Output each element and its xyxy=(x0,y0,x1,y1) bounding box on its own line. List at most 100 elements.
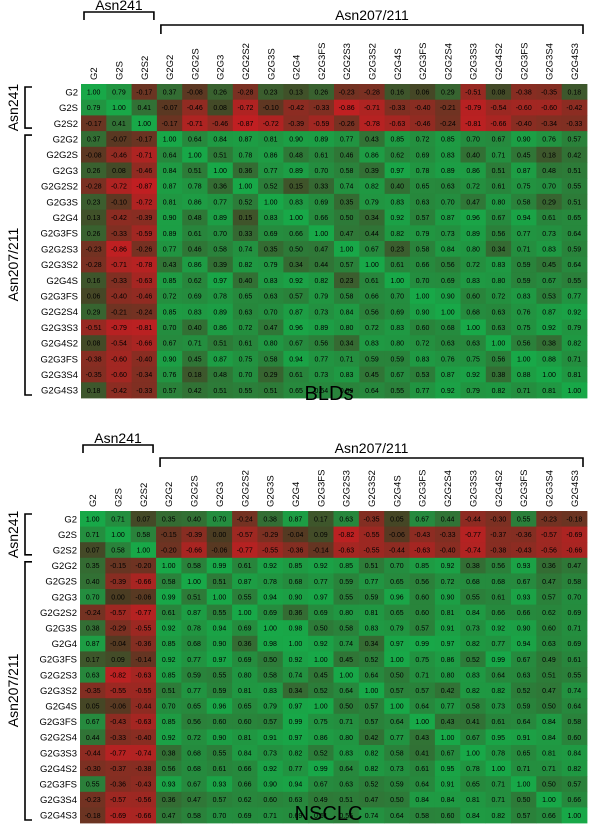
heatmap-cell xyxy=(232,366,259,383)
heatmap-cell xyxy=(308,573,334,590)
cell-value-label: 0.83 xyxy=(390,199,404,206)
heatmap-cell xyxy=(282,573,309,590)
cell-value-label: 0.42 xyxy=(441,688,455,695)
cell-value-label: 0.05 xyxy=(390,516,404,523)
cell-value-label: 0.93 xyxy=(162,782,176,789)
heatmap-cell xyxy=(536,335,563,352)
cell-value-label: 0.39 xyxy=(213,262,227,269)
heatmap-cell xyxy=(181,651,208,668)
cell-value-label: 1.00 xyxy=(162,563,176,570)
cell-value-label: 0.83 xyxy=(466,672,480,679)
cell-value-label: -0.63 xyxy=(414,548,430,555)
heatmap-cell xyxy=(384,542,410,559)
heatmap-cell xyxy=(182,99,208,116)
heatmap-cell xyxy=(384,760,410,777)
heatmap-cell xyxy=(409,745,436,761)
cell-value-label: 0.48 xyxy=(542,168,556,175)
cell-value-label: -0.23 xyxy=(86,246,102,253)
heatmap-cell xyxy=(105,635,132,652)
cell-value-label: 0.91 xyxy=(517,735,531,742)
cell-value-label: 0.70 xyxy=(213,813,227,820)
cell-value-label: 0.64 xyxy=(415,782,429,789)
heatmap-cell xyxy=(232,225,259,242)
cell-value-label: 0.89 xyxy=(315,137,329,144)
cell-value-label: 0.82 xyxy=(491,688,505,695)
cell-value-label: 0.68 xyxy=(187,750,201,757)
heatmap-cell xyxy=(283,241,310,258)
heatmap-cell xyxy=(561,115,588,132)
heatmap-cell xyxy=(232,241,259,258)
row-tick-label: G2G3S4 xyxy=(40,795,77,806)
cell-value-label: -0.55 xyxy=(135,688,151,695)
cell-value-label: 0.77 xyxy=(491,641,505,648)
cell-value-label: 0.60 xyxy=(542,626,556,633)
heatmap-cell xyxy=(333,635,360,652)
cell-value-label: -0.86 xyxy=(111,246,127,253)
heatmap-cell xyxy=(359,131,385,148)
heatmap-cell xyxy=(384,557,410,574)
heatmap-cell xyxy=(106,256,132,273)
cell-value-label: 0.95 xyxy=(491,735,505,742)
column-tick-label: G2S2 xyxy=(139,483,150,507)
cell-value-label: 0.42 xyxy=(365,735,379,742)
cell-value-label: 1.00 xyxy=(466,750,480,757)
cell-value-label: 0.35 xyxy=(162,516,176,523)
heatmap-cell xyxy=(105,511,132,527)
heatmap-cell xyxy=(333,511,360,527)
cell-value-label: 0.69 xyxy=(238,657,252,664)
cell-value-label: 0.99 xyxy=(289,719,303,726)
cell-value-label: 1.00 xyxy=(314,704,328,711)
heatmap-cell xyxy=(105,745,132,761)
heatmap-cell xyxy=(460,635,486,652)
heatmap-cell xyxy=(156,99,183,116)
cell-value-label: 1.00 xyxy=(238,610,252,617)
heatmap-cell xyxy=(485,542,512,559)
heatmap-cell xyxy=(232,272,259,289)
cell-value-label: 0.55 xyxy=(213,672,227,679)
cell-value-label: 0.65 xyxy=(390,610,404,617)
cell-value-label: 0.73 xyxy=(315,309,329,316)
row-group-bracket-asn207-211: Asn207/211 xyxy=(5,561,32,821)
cell-value-label: 0.52 xyxy=(365,782,379,789)
heatmap-cell xyxy=(156,335,183,352)
heatmap-cell xyxy=(384,319,411,336)
cell-value-label: 0.89 xyxy=(213,309,227,316)
cell-value-label: 0.15 xyxy=(289,184,303,191)
heatmap-cell xyxy=(282,807,309,824)
cell-value-label: 0.61 xyxy=(542,215,556,222)
row-tick-label: G2G2S xyxy=(45,577,77,588)
heatmap-cell xyxy=(510,651,537,668)
cell-value-label: 0.85 xyxy=(339,563,353,570)
column-tick-label: G2G2S xyxy=(190,475,201,507)
cell-value-label: 0.50 xyxy=(314,626,328,633)
heatmap-cell xyxy=(181,698,208,715)
heatmap-cell xyxy=(561,635,588,652)
heatmap-cell xyxy=(282,682,309,699)
heatmap-cell xyxy=(511,162,537,179)
heatmap-cell xyxy=(130,791,157,808)
cell-value-label: 0.71 xyxy=(517,766,531,773)
heatmap-cell xyxy=(384,99,411,116)
heatmap-cell xyxy=(434,807,461,824)
heatmap-cell xyxy=(561,542,588,559)
cell-value-label: 1.00 xyxy=(339,672,353,679)
heatmap-cell xyxy=(308,729,334,746)
cell-value-label: 0.64 xyxy=(315,388,329,395)
cell-value-label: 0.73 xyxy=(441,231,455,238)
cell-value-label: 0.99 xyxy=(213,563,227,570)
cell-value-label: 0.70 xyxy=(162,704,176,711)
heatmap-cell xyxy=(358,729,385,746)
heatmap-cell xyxy=(460,382,487,399)
cell-value-label: 0.64 xyxy=(491,672,505,679)
cell-value-label: 0.63 xyxy=(416,199,430,206)
cell-value-label: 0.65 xyxy=(187,704,201,711)
cell-value-label: 0.74 xyxy=(340,184,354,191)
heatmap-cell xyxy=(106,382,132,399)
column-tick-label: G2G4S2 xyxy=(494,43,505,80)
cell-value-label: 0.81 xyxy=(441,610,455,617)
heatmap-cell xyxy=(181,807,208,824)
cell-value-label: -0.55 xyxy=(364,532,380,539)
cell-value-label: 0.53 xyxy=(416,372,430,379)
cell-value-label: 0.08 xyxy=(87,341,101,348)
heatmap-cell xyxy=(131,131,158,148)
